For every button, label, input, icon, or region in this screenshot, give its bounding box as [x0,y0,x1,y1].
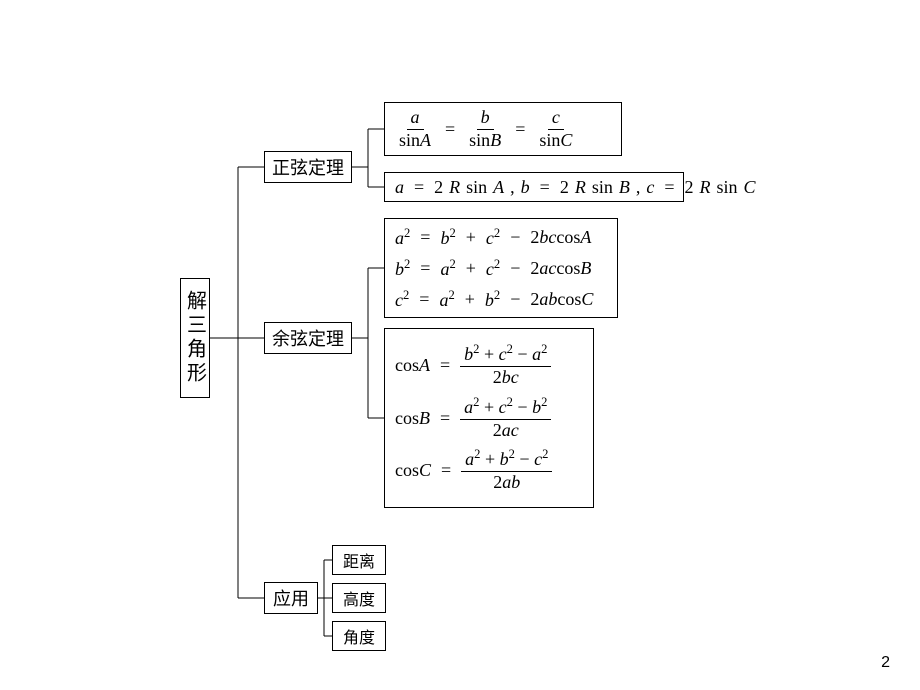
cosine-cos-box: cosA = b2 + c2 − a2 22bcbc cosB = a2 + c… [384,328,594,508]
cosine-label: 余弦定理 [264,321,352,355]
cos-cos3-p: + [485,449,495,469]
sine-eq1-eq2: = [511,119,529,140]
cos-cos3-n1: a [465,449,474,469]
root-label: 解三角形 [177,284,214,392]
cos-cos1-n3: a [532,344,541,364]
sine-eq1-b: b [477,108,494,130]
sine-label: 正弦定理 [264,150,352,184]
app-distance-label: 距离 [335,546,383,574]
cos-cos3-m: − [519,449,529,469]
cos-sq1-eq: = [416,227,434,248]
cosine-sq-line1: a2 = b2 + c2 − 2bccosA [395,226,607,249]
sine-eq1-box: asinA = bsinB = csinC [384,102,622,156]
sine-eq1-a: a [407,108,424,130]
cosine-cos-line2: cosB = a2 + c2 − b2 2ac [395,396,583,441]
cos-cos2-m: − [517,397,527,417]
page-number: 2 [881,654,890,672]
sine-node: 正弦定理 [264,151,352,183]
app-label: 应用 [265,581,317,615]
sine-eq1-eq1: = [441,119,459,140]
cos-sq3-eq: = [415,289,433,310]
sine-eq2-box: a=2RsinA, b=2RsinB, c=2RsinC [384,172,684,202]
cos-cos1-eq: = [436,355,454,376]
cosine-cos-line3: cosC = a2 + b2 − c2 2ab [395,448,583,493]
cos-sq2-r2: c [486,259,494,279]
app-height-label: 高度 [335,584,383,612]
cosine-sq-line2: b2 = a2 + c2 − 2accosB [395,257,607,280]
cos-sq2-lhs: b [395,259,404,279]
cos-sq3-plus: + [461,289,479,310]
app-height-node: 高度 [332,583,386,613]
app-angle-label: 角度 [335,622,383,650]
sine-eq1: asinA = bsinB = csinC [395,108,611,151]
cos-sq1-r2: c [486,228,494,248]
cos-cos3-eq: = [437,460,455,481]
cos-cos2-n2: c [499,397,507,417]
cos-sq3-lhs: c [395,290,403,310]
cos-cos3-n3: c [534,449,542,469]
cos-sq3-r2: b [485,290,494,310]
root-node: 解三角形 [180,278,210,398]
cos-cos1-p: + [484,344,494,364]
sine-eq2: a=2RsinA, b=2RsinB, c=2RsinC [395,177,673,198]
cos-sq2-minus: − [506,258,524,279]
cos-cos2-p: + [484,397,494,417]
cos-sq3-minus: − [506,289,524,310]
cos-sq1-plus: + [462,227,480,248]
cosine-cos-line1: cosA = b2 + c2 − a2 22bcbc [395,343,583,388]
cos-cos2-eq: = [436,408,454,429]
cos-sq1-minus: − [506,227,524,248]
app-node: 应用 [264,582,318,614]
sine-eq1-c: c [548,108,564,130]
diagram-page: 解三角形 正弦定理 余弦定理 应用 asinA = bsinB = csinC … [0,0,920,690]
cosine-sq-line3: c2 = a2 + b2 − 2abcosC [395,288,607,311]
cos-sq2-eq: = [416,258,434,279]
app-angle-node: 角度 [332,621,386,651]
cos-sq1-lhs: a [395,228,404,248]
cos-cos1-m: − [517,344,527,364]
cosine-sq-box: a2 = b2 + c2 − 2bccosA b2 = a2 + c2 − 2a… [384,218,618,318]
cosine-node: 余弦定理 [264,322,352,354]
cos-sq2-plus: + [462,258,480,279]
app-distance-node: 距离 [332,545,386,575]
cos-cos1-n2: c [499,344,507,364]
cos-cos3-n2: b [500,449,509,469]
cos-cos2-n1: a [464,397,473,417]
cos-cos2-n3: b [532,397,541,417]
cos-cos1-n1: b [464,344,473,364]
